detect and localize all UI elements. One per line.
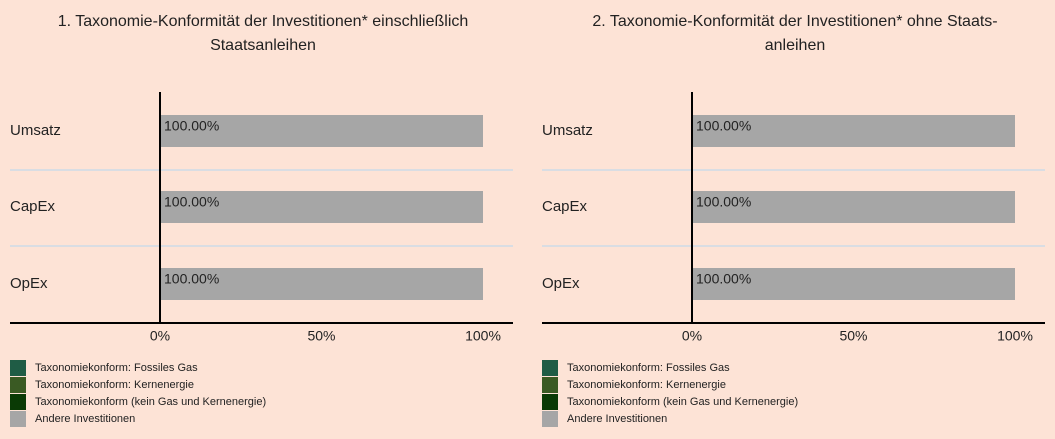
bar-segment <box>160 268 483 300</box>
x-tick-label: 100% <box>997 328 1033 344</box>
bar-segment <box>160 191 483 223</box>
legend-label: Taxonomiekonform (kein Gas und Kernenerg… <box>567 396 798 408</box>
legend-swatch <box>542 411 558 427</box>
legend-label: Andere Investitionen <box>567 413 667 425</box>
category-label: CapEx <box>10 198 56 215</box>
x-tick-label: 0% <box>150 328 170 344</box>
bar-segment <box>692 115 1015 147</box>
value-label: 100.00% <box>696 118 751 134</box>
value-label: 100.00% <box>696 271 751 287</box>
x-tick-label: 100% <box>465 328 501 344</box>
category-label: Umsatz <box>10 122 61 139</box>
bar-segment <box>692 268 1015 300</box>
legend-swatch <box>10 360 26 376</box>
x-tick-label: 0% <box>682 328 702 344</box>
chart-title: 2. Taxonomie-Konformität der Investition… <box>592 13 997 30</box>
legend-swatch <box>10 377 26 393</box>
bar-segment <box>160 115 483 147</box>
value-label: 100.00% <box>164 271 219 287</box>
legend-label: Taxonomiekonform: Kernenergie <box>35 379 194 391</box>
legend-swatch <box>10 394 26 410</box>
chart-title: Staatsanleihen <box>210 37 316 54</box>
legend-swatch <box>542 394 558 410</box>
legend-label: Taxonomiekonform: Fossiles Gas <box>35 362 198 374</box>
value-label: 100.00% <box>164 194 219 210</box>
category-label: CapEx <box>542 198 588 215</box>
legend-swatch <box>542 360 558 376</box>
value-label: 100.00% <box>164 118 219 134</box>
legend-label: Taxonomiekonform: Fossiles Gas <box>567 362 730 374</box>
chart-title: 1. Taxonomie-Konformität der Investition… <box>58 13 469 30</box>
legend-swatch <box>542 377 558 393</box>
x-tick-label: 50% <box>839 328 867 344</box>
legend-label: Andere Investitionen <box>35 413 135 425</box>
category-label: Umsatz <box>542 122 593 139</box>
category-label: OpEx <box>10 275 48 292</box>
chart-title: anleihen <box>765 37 826 54</box>
category-label: OpEx <box>542 275 580 292</box>
value-label: 100.00% <box>696 194 751 210</box>
legend-label: Taxonomiekonform (kein Gas und Kernenerg… <box>35 396 266 408</box>
bar-segment <box>692 191 1015 223</box>
legend-label: Taxonomiekonform: Kernenergie <box>567 379 726 391</box>
legend-swatch <box>10 411 26 427</box>
x-tick-label: 50% <box>307 328 335 344</box>
